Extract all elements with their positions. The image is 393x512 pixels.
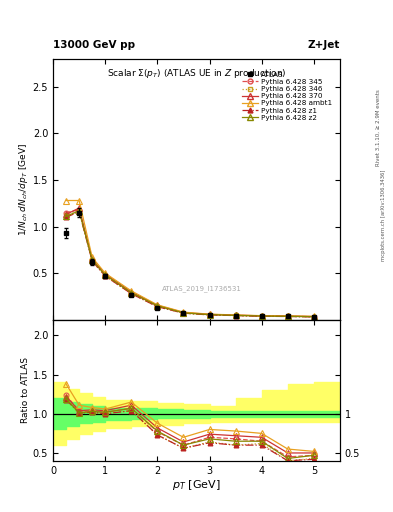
Text: Scalar $\Sigma(p_T)$ (ATLAS UE in $Z$ production): Scalar $\Sigma(p_T)$ (ATLAS UE in $Z$ pr… xyxy=(107,67,286,80)
Text: mcplots.cern.ch [arXiv:1306.3436]: mcplots.cern.ch [arXiv:1306.3436] xyxy=(381,169,386,261)
Text: 13000 GeV pp: 13000 GeV pp xyxy=(53,40,135,50)
Text: Z+Jet: Z+Jet xyxy=(308,40,340,50)
X-axis label: $p_T$ [GeV]: $p_T$ [GeV] xyxy=(172,478,221,493)
Legend: ATLAS, Pythia 6.428 345, Pythia 6.428 346, Pythia 6.428 370, Pythia 6.428 ambt1,: ATLAS, Pythia 6.428 345, Pythia 6.428 34… xyxy=(241,70,334,122)
Y-axis label: $1/N_{ch}\,dN_{ch}/dp_T$ [GeV]: $1/N_{ch}\,dN_{ch}/dp_T$ [GeV] xyxy=(17,143,30,236)
Text: Rivet 3.1.10, ≥ 2.9M events: Rivet 3.1.10, ≥ 2.9M events xyxy=(376,90,380,166)
Y-axis label: Ratio to ATLAS: Ratio to ATLAS xyxy=(21,357,30,423)
Text: ATLAS_2019_I1736531: ATLAS_2019_I1736531 xyxy=(162,285,242,292)
